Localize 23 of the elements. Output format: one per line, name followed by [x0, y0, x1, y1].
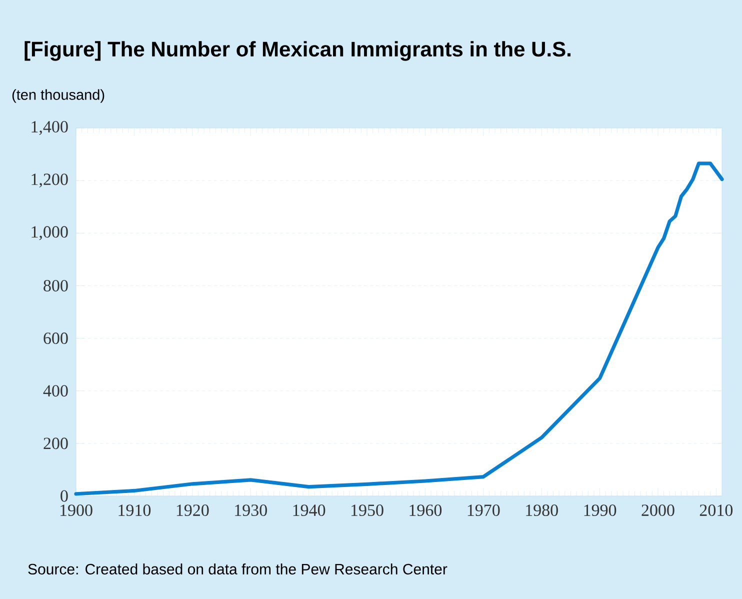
x-tick-label: 1980	[526, 504, 558, 516]
chart-title: [Figure] The Number of Mexican Immigrants in the U.S.	[24, 41, 570, 61]
x-tick-label: 1920	[176, 504, 209, 516]
y-tick-label: 1,000	[32, 226, 68, 240]
x-tick-label: 1940	[293, 504, 326, 516]
x-tick-label: 1970	[468, 504, 500, 516]
y-tick-label: 400	[43, 385, 68, 397]
y-tick-label: 800	[44, 280, 68, 292]
x-tick-label: 1990	[584, 504, 616, 516]
x-tick-label: 1950	[351, 504, 384, 516]
y-tick-label: 600	[44, 332, 68, 344]
x-tick-label: 2010	[700, 504, 733, 516]
y-tick-label: 1,400	[32, 121, 68, 135]
y-tick-label: 1,200	[32, 174, 68, 188]
y-axis-title: (ten thousand)	[12, 89, 104, 103]
x-tick-label: 1910	[118, 504, 151, 516]
x-tick-label: 2000	[642, 504, 674, 516]
x-tick-label: 1960	[410, 504, 442, 516]
source-note: Source: Created based on data from the Pew Research Center	[28, 563, 448, 574]
y-tick-label: 0	[60, 490, 68, 502]
y-tick-label: 200	[44, 438, 68, 450]
x-tick-label: 1900	[60, 504, 92, 516]
x-tick-label: 1930	[235, 504, 267, 516]
